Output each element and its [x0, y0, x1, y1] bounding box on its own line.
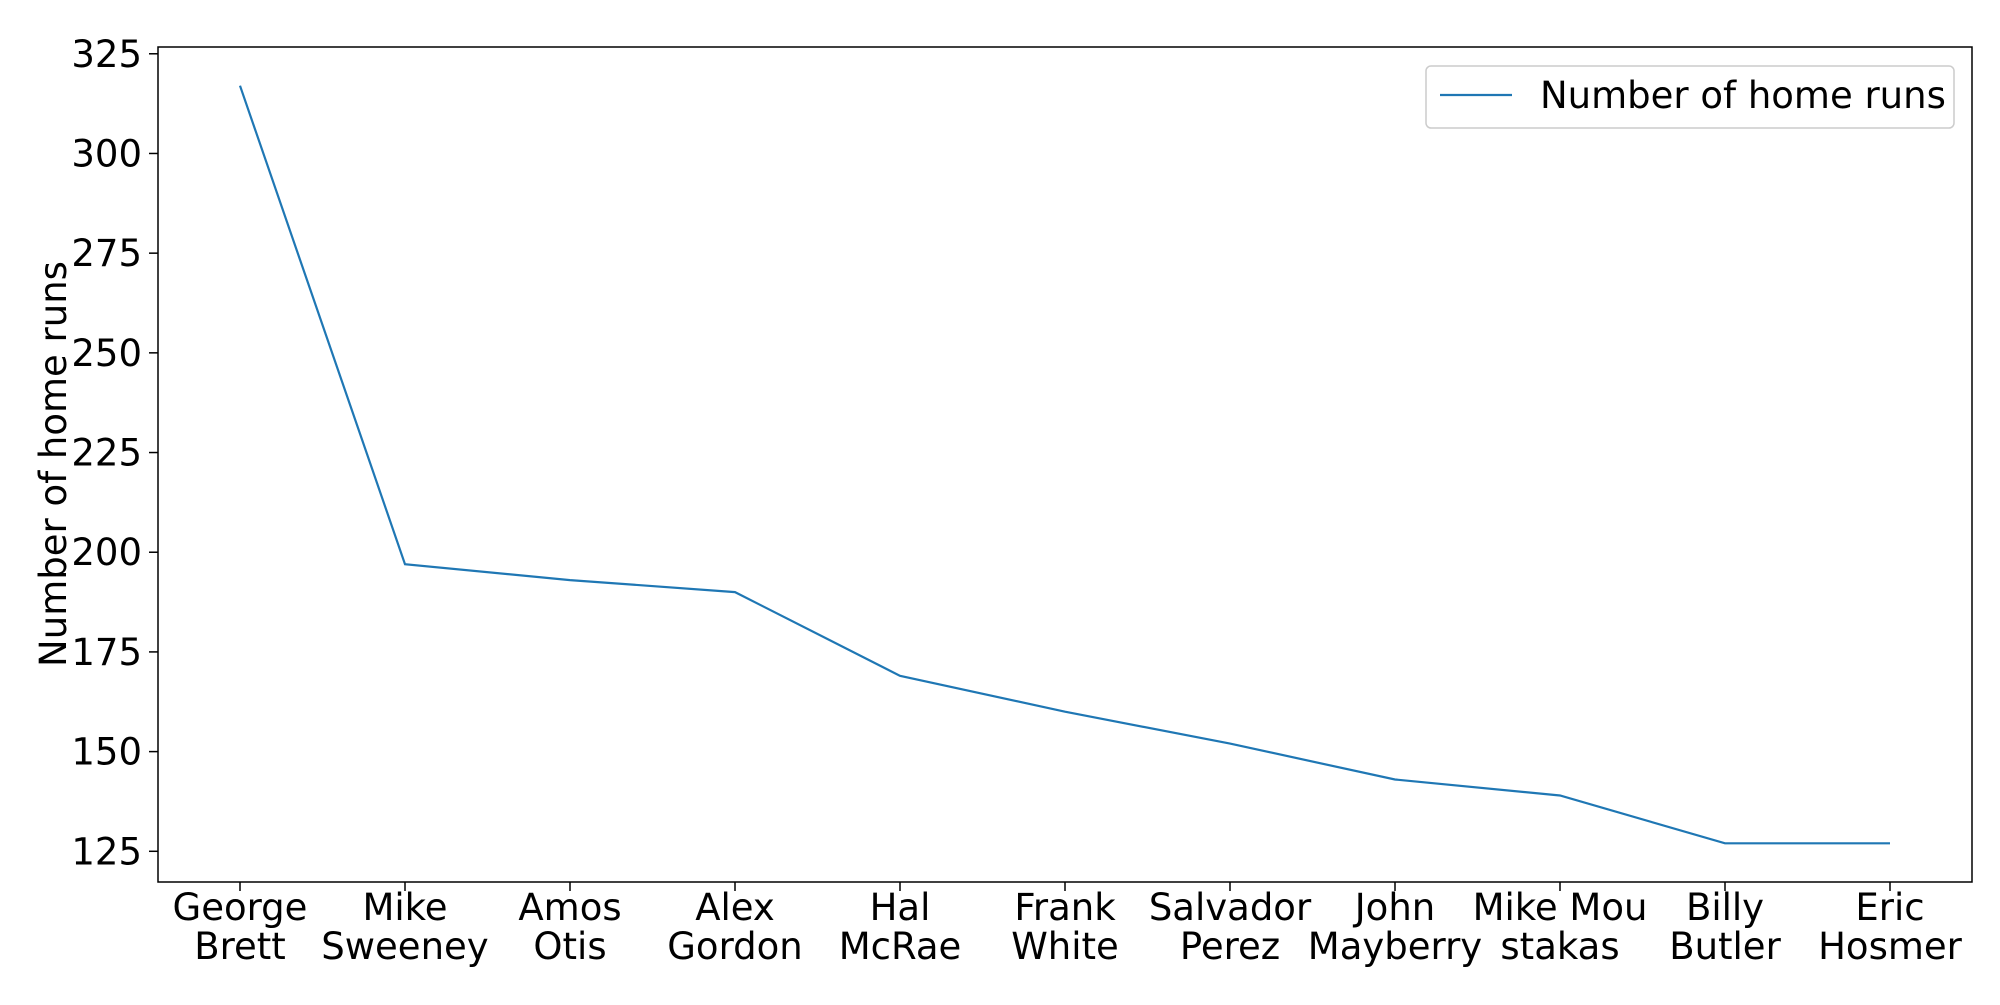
x-tick-label: Salvador Perez — [1149, 886, 1312, 968]
y-tick-label: 250 — [71, 332, 142, 375]
legend-label: Number of home runs — [1540, 74, 1946, 117]
y-tick-label: 300 — [71, 132, 142, 175]
x-tick-label: Mike Sweeney — [321, 886, 488, 968]
legend-box — [1425, 65, 1955, 129]
plot-area — [157, 46, 1973, 883]
y-tick-label: 150 — [71, 731, 142, 774]
x-tick-label: Alex Gordon — [667, 886, 802, 968]
y-tick-label: 200 — [71, 531, 142, 574]
x-tick-label: John Mayberry — [1308, 886, 1482, 968]
x-tick-label: Hal McRae — [839, 886, 962, 968]
x-tick-label: Eric Hosmer — [1818, 886, 1963, 968]
y-axis-label: Number of home runs — [32, 261, 75, 667]
y-tick-label: 225 — [71, 432, 142, 475]
x-tick-label: George Brett — [173, 886, 308, 968]
x-tick-label: Mike Mou stakas — [1473, 886, 1648, 968]
y-tick-label: 125 — [71, 830, 142, 873]
x-tick-label: Amos Otis — [518, 886, 621, 968]
x-tick-label: Billy Butler — [1669, 886, 1781, 968]
y-tick-label: 325 — [71, 33, 142, 76]
x-tick-label: Frank White — [1011, 886, 1119, 968]
y-tick-label: 275 — [71, 232, 142, 275]
y-tick-label: 175 — [71, 631, 142, 674]
series-line-number-of-home-runs — [238, 85, 1890, 845]
y-axis: 125 150 175 200 225 250 275 300 325 — [71, 33, 158, 873]
legend: Number of home runs — [1425, 65, 1955, 129]
